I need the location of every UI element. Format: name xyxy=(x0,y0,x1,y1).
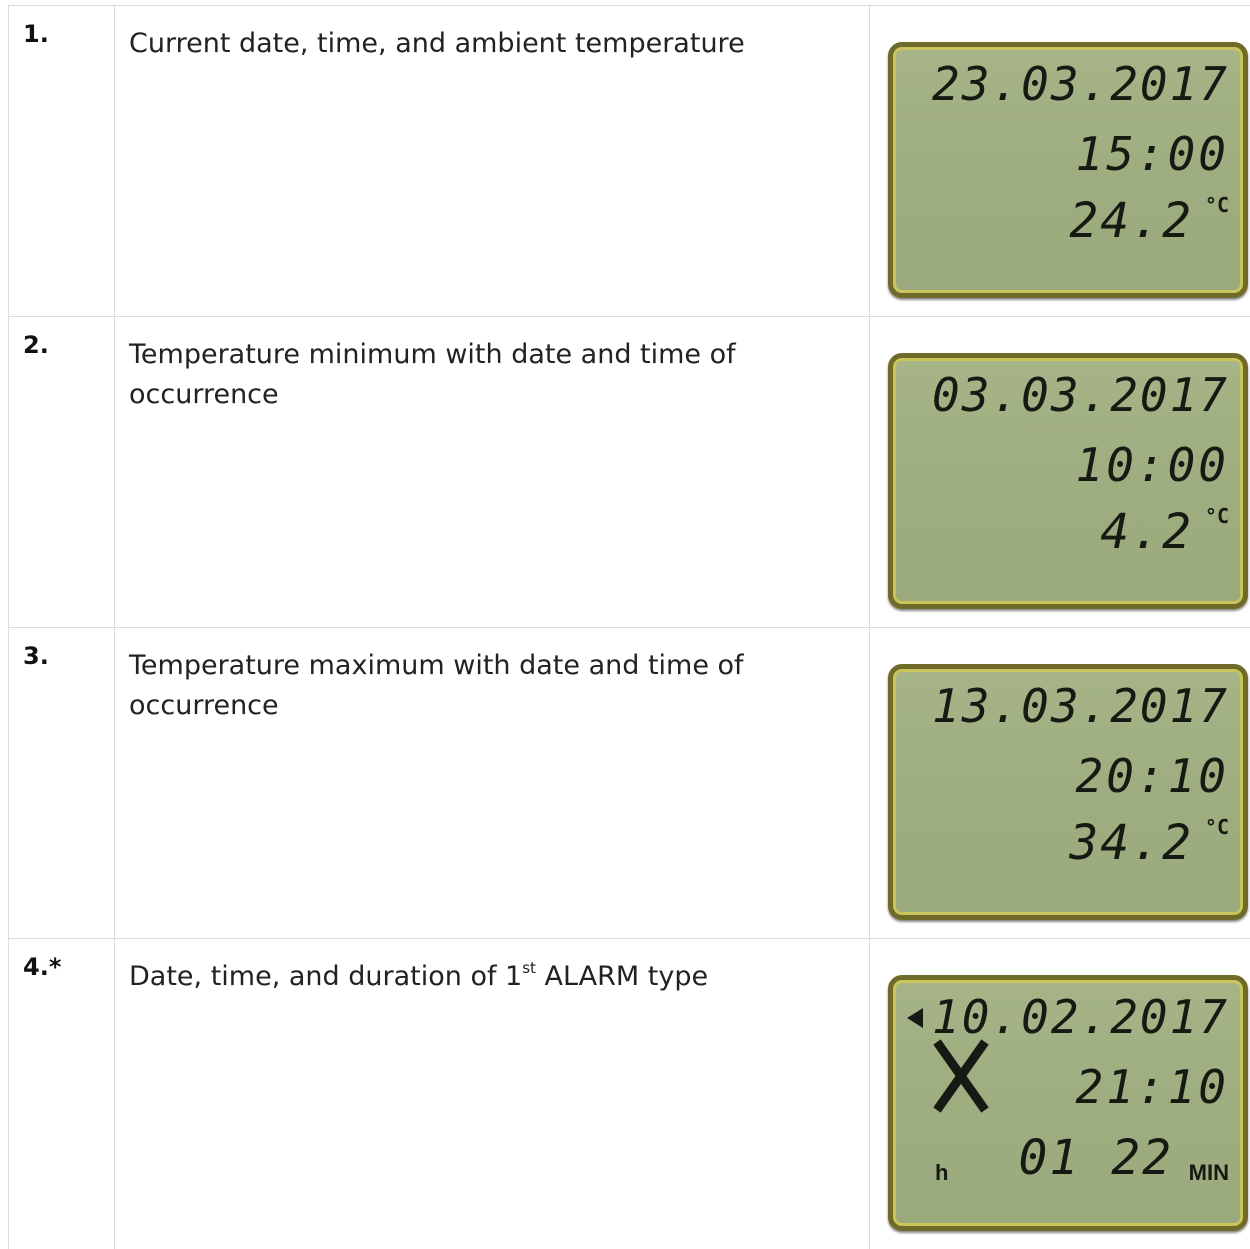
lcd-time: 20:10 xyxy=(1075,749,1229,803)
alarm-x-icon xyxy=(933,1039,989,1113)
row-description: Date, time, and duration of 1st ALARM ty… xyxy=(115,939,870,1249)
lcd-value: 01 22 xyxy=(1018,1130,1173,1186)
lcd-unit: MIN xyxy=(1188,1160,1229,1185)
table-row: 1. Current date, time, and ambient temper… xyxy=(8,5,1250,316)
table-row: 2. Temperature minimum with date and time… xyxy=(8,316,1250,627)
table-row: 3. Temperature maximum with date and time… xyxy=(8,627,1250,938)
table-row: 4.* Date, time, and duration of 1st ALARM… xyxy=(8,938,1250,1249)
description-text: Date, time, and duration of 1 xyxy=(129,961,523,992)
row-number: 1. xyxy=(8,6,115,316)
lcd-display: 10.02.2017 21:10 01 22 MIN h xyxy=(888,975,1248,1231)
row-number: 2. xyxy=(8,317,115,627)
lcd-value: 24.2 xyxy=(1069,193,1193,249)
lcd-time: 10:00 xyxy=(1075,438,1229,492)
lcd-date: 23.03.2017 xyxy=(932,57,1229,111)
row-description: Temperature minimum with date and time o… xyxy=(115,317,870,627)
arrow-icon xyxy=(907,1008,923,1028)
lcd-unit: °C xyxy=(1204,193,1229,217)
row-description: Current date, time, and ambient temperat… xyxy=(115,6,870,316)
description-text: Temperature maximum with date and time o… xyxy=(129,650,744,721)
description-text: ALARM type xyxy=(535,961,709,992)
lcd-prefix: h xyxy=(935,1160,949,1185)
row-number: 3. xyxy=(8,628,115,938)
lcd-date: 10.02.2017 xyxy=(932,990,1229,1044)
lcd-value: 4.2 xyxy=(1100,504,1193,560)
lcd-time: 21:10 xyxy=(1075,1060,1229,1114)
lcd-unit: °C xyxy=(1204,815,1229,839)
lcd-display: 03.03.2017 10:00 4.2 °C xyxy=(888,353,1248,609)
lcd-display: 13.03.2017 20:10 34.2 °C xyxy=(888,664,1248,920)
lcd-date: 03.03.2017 xyxy=(932,368,1229,422)
row-description: Temperature maximum with date and time o… xyxy=(115,628,870,938)
lcd-unit: °C xyxy=(1204,504,1229,528)
lcd-display: 23.03.2017 15:00 24.2 °C xyxy=(888,42,1248,298)
lcd-date: 13.03.2017 xyxy=(932,679,1229,733)
lcd-value: 34.2 xyxy=(1069,815,1193,871)
description-text: Current date, time, and ambient temperat… xyxy=(129,28,745,59)
description-text: Temperature minimum with date and time o… xyxy=(129,339,736,410)
lcd-time: 15:00 xyxy=(1075,127,1229,181)
superscript: st xyxy=(522,959,536,977)
lcd-icons xyxy=(907,1008,989,1113)
row-number: 4.* xyxy=(8,939,115,1249)
